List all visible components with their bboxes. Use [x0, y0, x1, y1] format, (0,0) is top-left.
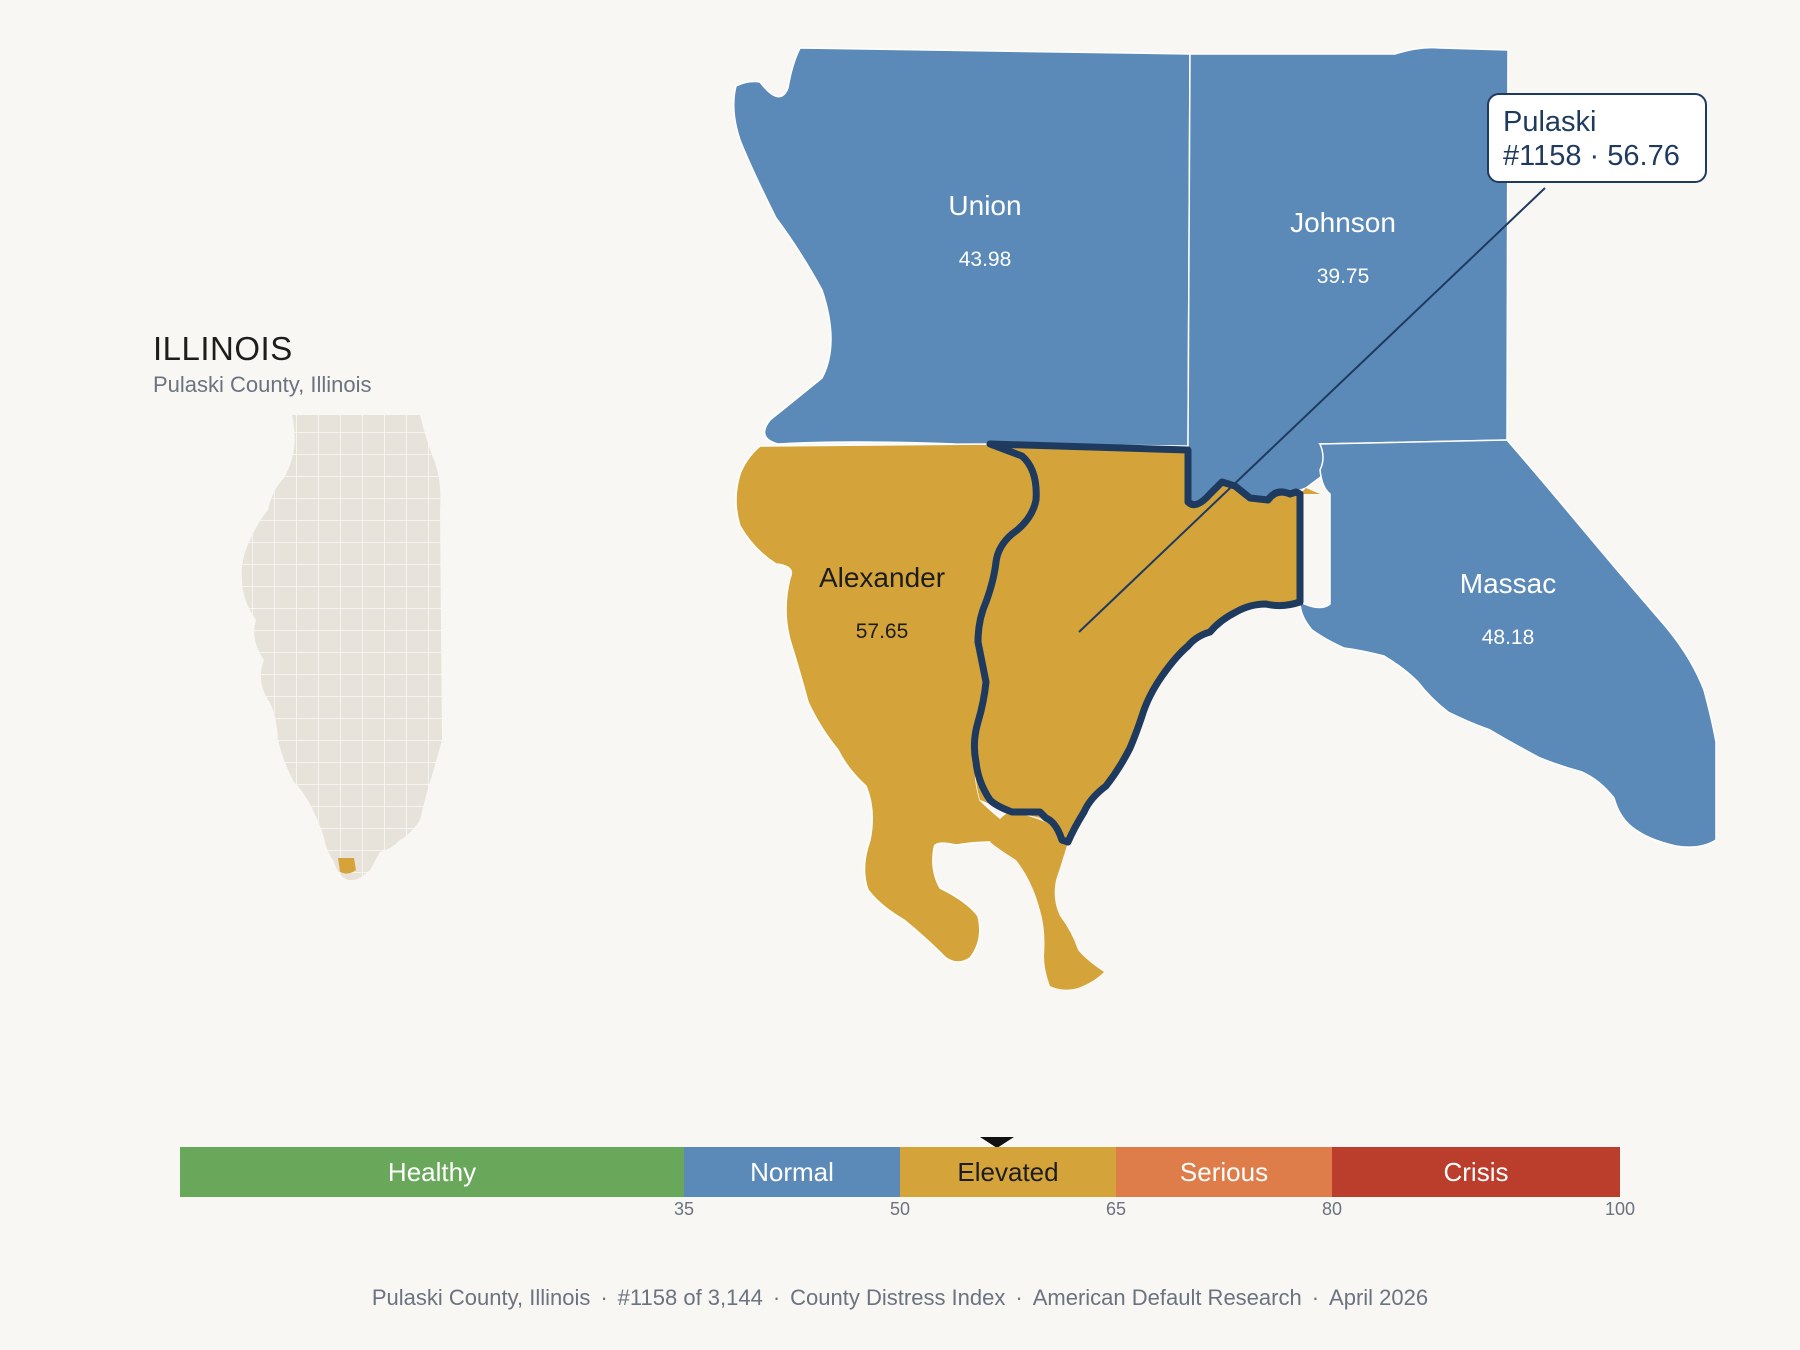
county-label-massac: Massac 48.18 [1438, 568, 1578, 650]
county-value: 39.75 [1316, 265, 1370, 288]
footer-index: County Distress Index [790, 1285, 1006, 1310]
county-name: Johnson [1290, 207, 1396, 238]
callout-detail: #1158 · 56.76 [1503, 140, 1680, 172]
scale-segment-crisis: Crisis [1332, 1147, 1620, 1197]
county-label-johnson: Johnson 39.75 [1273, 207, 1413, 289]
scale-tick: 100 [1604, 1199, 1636, 1219]
illinois-inset-map [241, 415, 442, 880]
inset-subtitle: Pulaski County, Illinois [153, 372, 372, 397]
county-value: 48.18 [1481, 626, 1535, 649]
scale-tick: 65 [1105, 1199, 1127, 1219]
scale-segment-elevated: Elevated [900, 1147, 1116, 1197]
callout-leader-line [1078, 187, 1546, 633]
scale-segment-healthy: Healthy [180, 1147, 684, 1197]
footer-org: American Default Research [1032, 1285, 1302, 1310]
footer-date: April 2026 [1329, 1285, 1429, 1310]
callout-county: Pulaski [1503, 106, 1597, 138]
county-label-alexander: Alexander 57.65 [802, 562, 962, 644]
scale-segment-normal: Normal [684, 1147, 900, 1197]
inset-title: ILLINOIS [153, 330, 293, 367]
pulaski-outline [970, 440, 1304, 846]
callout-box: Pulaski #1158 · 56.76 [1487, 93, 1707, 183]
county-label-union: Union 43.98 [935, 190, 1035, 272]
scale-tick: 80 [1321, 1199, 1343, 1219]
distress-scale-bar: Healthy Normal Elevated Serious Crisis [180, 1147, 1620, 1197]
county-value: 43.98 [958, 248, 1012, 271]
current-value-marker [980, 1137, 1014, 1148]
footer-rank: #1158 of 3,144 [617, 1285, 763, 1310]
footer: Pulaski County, Illinois · #1158 of 3,144 ·… [371, 1285, 1429, 1310]
county-value: 57.65 [855, 620, 909, 643]
scale-tick: 50 [889, 1199, 911, 1219]
inset-pulaski-highlight [338, 858, 356, 874]
footer-place: Pulaski County, Illinois [371, 1285, 591, 1310]
county-massac[interactable] [1299, 439, 1717, 848]
county-pulaski[interactable] [974, 444, 1320, 842]
county-name: Union [948, 190, 1022, 221]
county-name: Alexander [818, 562, 946, 593]
scale-tick: 35 [673, 1199, 695, 1219]
county-union[interactable] [733, 47, 1191, 447]
scale-segment-serious: Serious [1116, 1147, 1332, 1197]
county-name: Massac [1459, 568, 1557, 599]
